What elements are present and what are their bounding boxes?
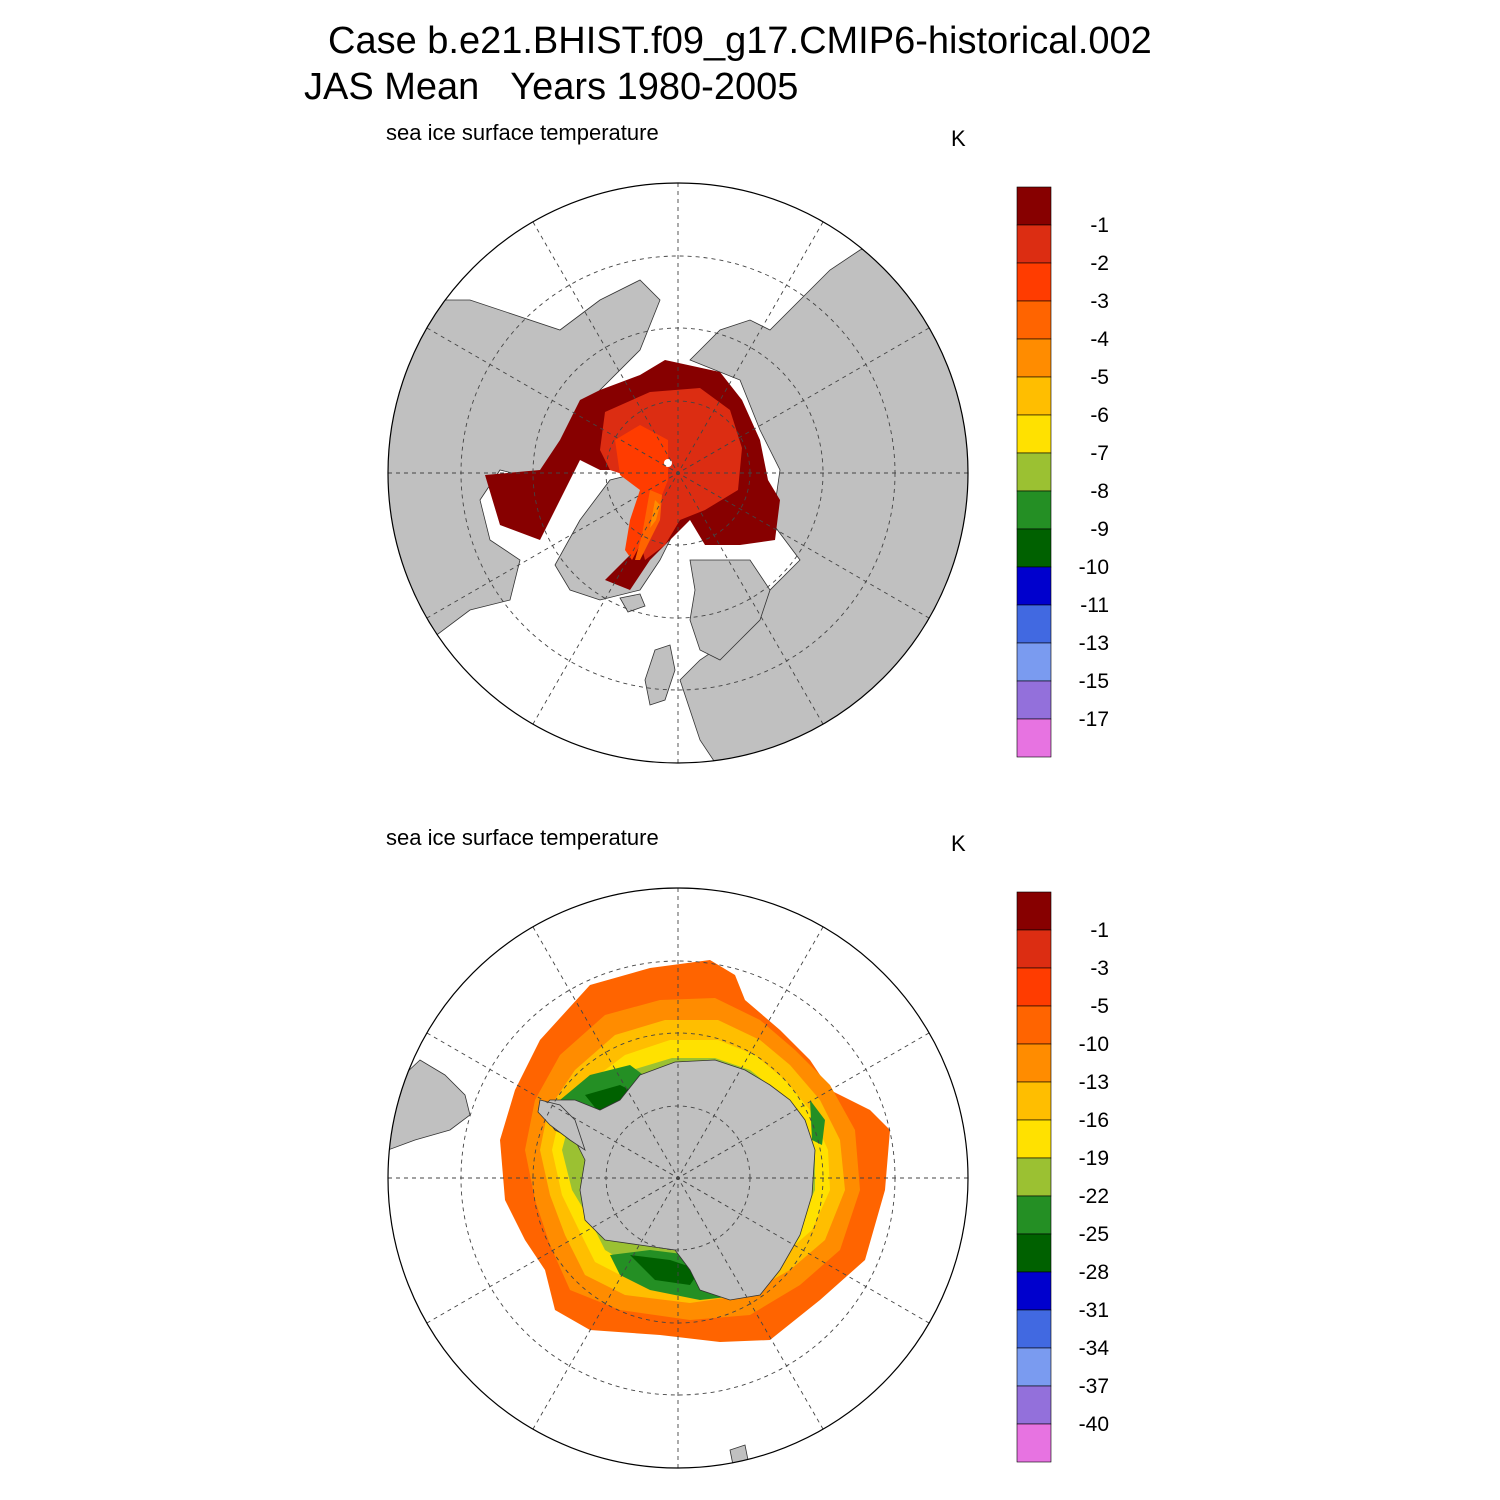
north-colorbar-tick-label: -8 <box>1090 480 1109 503</box>
north-land-uk <box>644 644 676 706</box>
south-polar-map <box>387 887 969 1469</box>
north-colorbar-tick-label: -10 <box>1079 556 1109 579</box>
north-colorbar-box <box>1016 566 1052 606</box>
north-units-label: K <box>951 126 966 151</box>
south-ice-ring-minus28 <box>585 1085 700 1285</box>
south-land-antarctic-peninsula <box>537 1099 586 1151</box>
north-colorbar-box <box>1016 604 1052 644</box>
figure-title-line1: Case b.e21.BHIST.f09_g17.CMIP6-historica… <box>328 20 1152 62</box>
south-colorbar-box <box>1016 1233 1052 1273</box>
south-variable-label: sea ice surface temperature <box>386 825 659 850</box>
south-ice-ring-minus25 <box>560 1065 825 1300</box>
south-units-label: K <box>951 831 966 856</box>
south-colorbar-box <box>1016 929 1052 969</box>
north-pole-marker <box>664 459 672 467</box>
north-colorbar: -1 -2 -3 -4 -5 -6 -7 -8 -9 -10 -11 -13 -15 -17 <box>1016 186 1109 758</box>
north-colorbar-box <box>1016 680 1052 720</box>
north-colorbar-box <box>1016 338 1052 378</box>
north-colorbar-tick-label: -13 <box>1079 632 1109 655</box>
north-colorbar-tick-label: -5 <box>1090 366 1109 389</box>
north-colorbar-box <box>1016 224 1052 264</box>
south-colorbar-box <box>1016 1005 1052 1045</box>
north-ice-band-minus3 <box>615 425 668 560</box>
north-land-scandinavia <box>689 559 771 661</box>
north-colorbar-box <box>1016 300 1052 340</box>
north-land-iceland <box>619 593 646 613</box>
south-colorbar-box <box>1016 1195 1052 1235</box>
north-colorbar-tick-label: -17 <box>1079 708 1109 731</box>
north-colorbar-tick-label: -4 <box>1090 328 1109 351</box>
north-colorbar-tick-label: -9 <box>1090 518 1109 541</box>
south-colorbar-tick-label: -25 <box>1079 1223 1109 1246</box>
north-colorbar-box <box>1016 528 1052 568</box>
south-colorbar-tick-label: -40 <box>1079 1413 1109 1436</box>
north-colorbar-box <box>1016 490 1052 530</box>
south-colorbar-box <box>1016 1347 1052 1387</box>
south-colorbar-box <box>1016 1081 1052 1121</box>
south-colorbar-tick-label: -37 <box>1079 1375 1109 1398</box>
south-colorbar-box <box>1016 1157 1052 1197</box>
north-colorbar-box <box>1016 414 1052 454</box>
south-colorbar-tick-label: -28 <box>1079 1261 1109 1284</box>
north-colorbar-box <box>1016 642 1052 682</box>
south-colorbar: -1 -3 -5 -10 -13 -16 -19 -22 -25 -28 -31 -34 -37 -40 <box>1016 891 1110 1463</box>
south-colorbar-box <box>1016 967 1052 1007</box>
north-colorbar-box <box>1016 452 1052 492</box>
south-graticule <box>388 888 968 1468</box>
south-colorbar-tick-label: -31 <box>1079 1299 1109 1322</box>
north-colorbar-tick-label: -3 <box>1090 290 1109 313</box>
north-colorbar-tick-label: -6 <box>1090 404 1109 427</box>
north-colorbar-tick-label: -1 <box>1090 214 1109 237</box>
north-colorbar-tick-label: -2 <box>1090 252 1109 275</box>
south-colorbar-tick-label: -13 <box>1079 1071 1109 1094</box>
south-colorbar-box <box>1016 1043 1052 1083</box>
south-colorbar-box <box>1016 1385 1052 1425</box>
north-variable-label: sea ice surface temperature <box>386 120 659 145</box>
north-colorbar-tick-label: -11 <box>1080 594 1109 617</box>
south-colorbar-tick-label: -1 <box>1090 919 1109 942</box>
north-ice-band-minus5 <box>650 500 660 528</box>
north-colorbar-box <box>1016 376 1052 416</box>
south-colorbar-box <box>1016 891 1052 931</box>
north-graticule <box>388 183 968 763</box>
south-colorbar-tick-label: -22 <box>1079 1185 1109 1208</box>
north-colorbar-box <box>1016 186 1052 226</box>
north-polar-map <box>387 182 969 764</box>
south-colorbar-box <box>1016 1309 1052 1349</box>
north-colorbar-tick-label: -15 <box>1079 670 1109 693</box>
south-colorbar-tick-label: -10 <box>1079 1033 1109 1056</box>
north-colorbar-tick-label: -7 <box>1090 442 1109 465</box>
south-colorbar-tick-label: -34 <box>1079 1337 1110 1360</box>
south-colorbar-tick-label: -5 <box>1090 995 1109 1018</box>
south-colorbar-box <box>1016 1119 1052 1159</box>
south-colorbar-tick-label: -3 <box>1090 957 1109 980</box>
north-colorbar-box <box>1016 262 1052 302</box>
south-colorbar-box <box>1016 1423 1052 1463</box>
north-colorbar-box <box>1016 718 1052 758</box>
figure-title-line2: JAS Mean Years 1980-2005 <box>304 66 799 108</box>
south-colorbar-box <box>1016 1271 1052 1311</box>
south-colorbar-tick-label: -19 <box>1079 1147 1109 1170</box>
south-colorbar-tick-label: -16 <box>1079 1109 1109 1132</box>
